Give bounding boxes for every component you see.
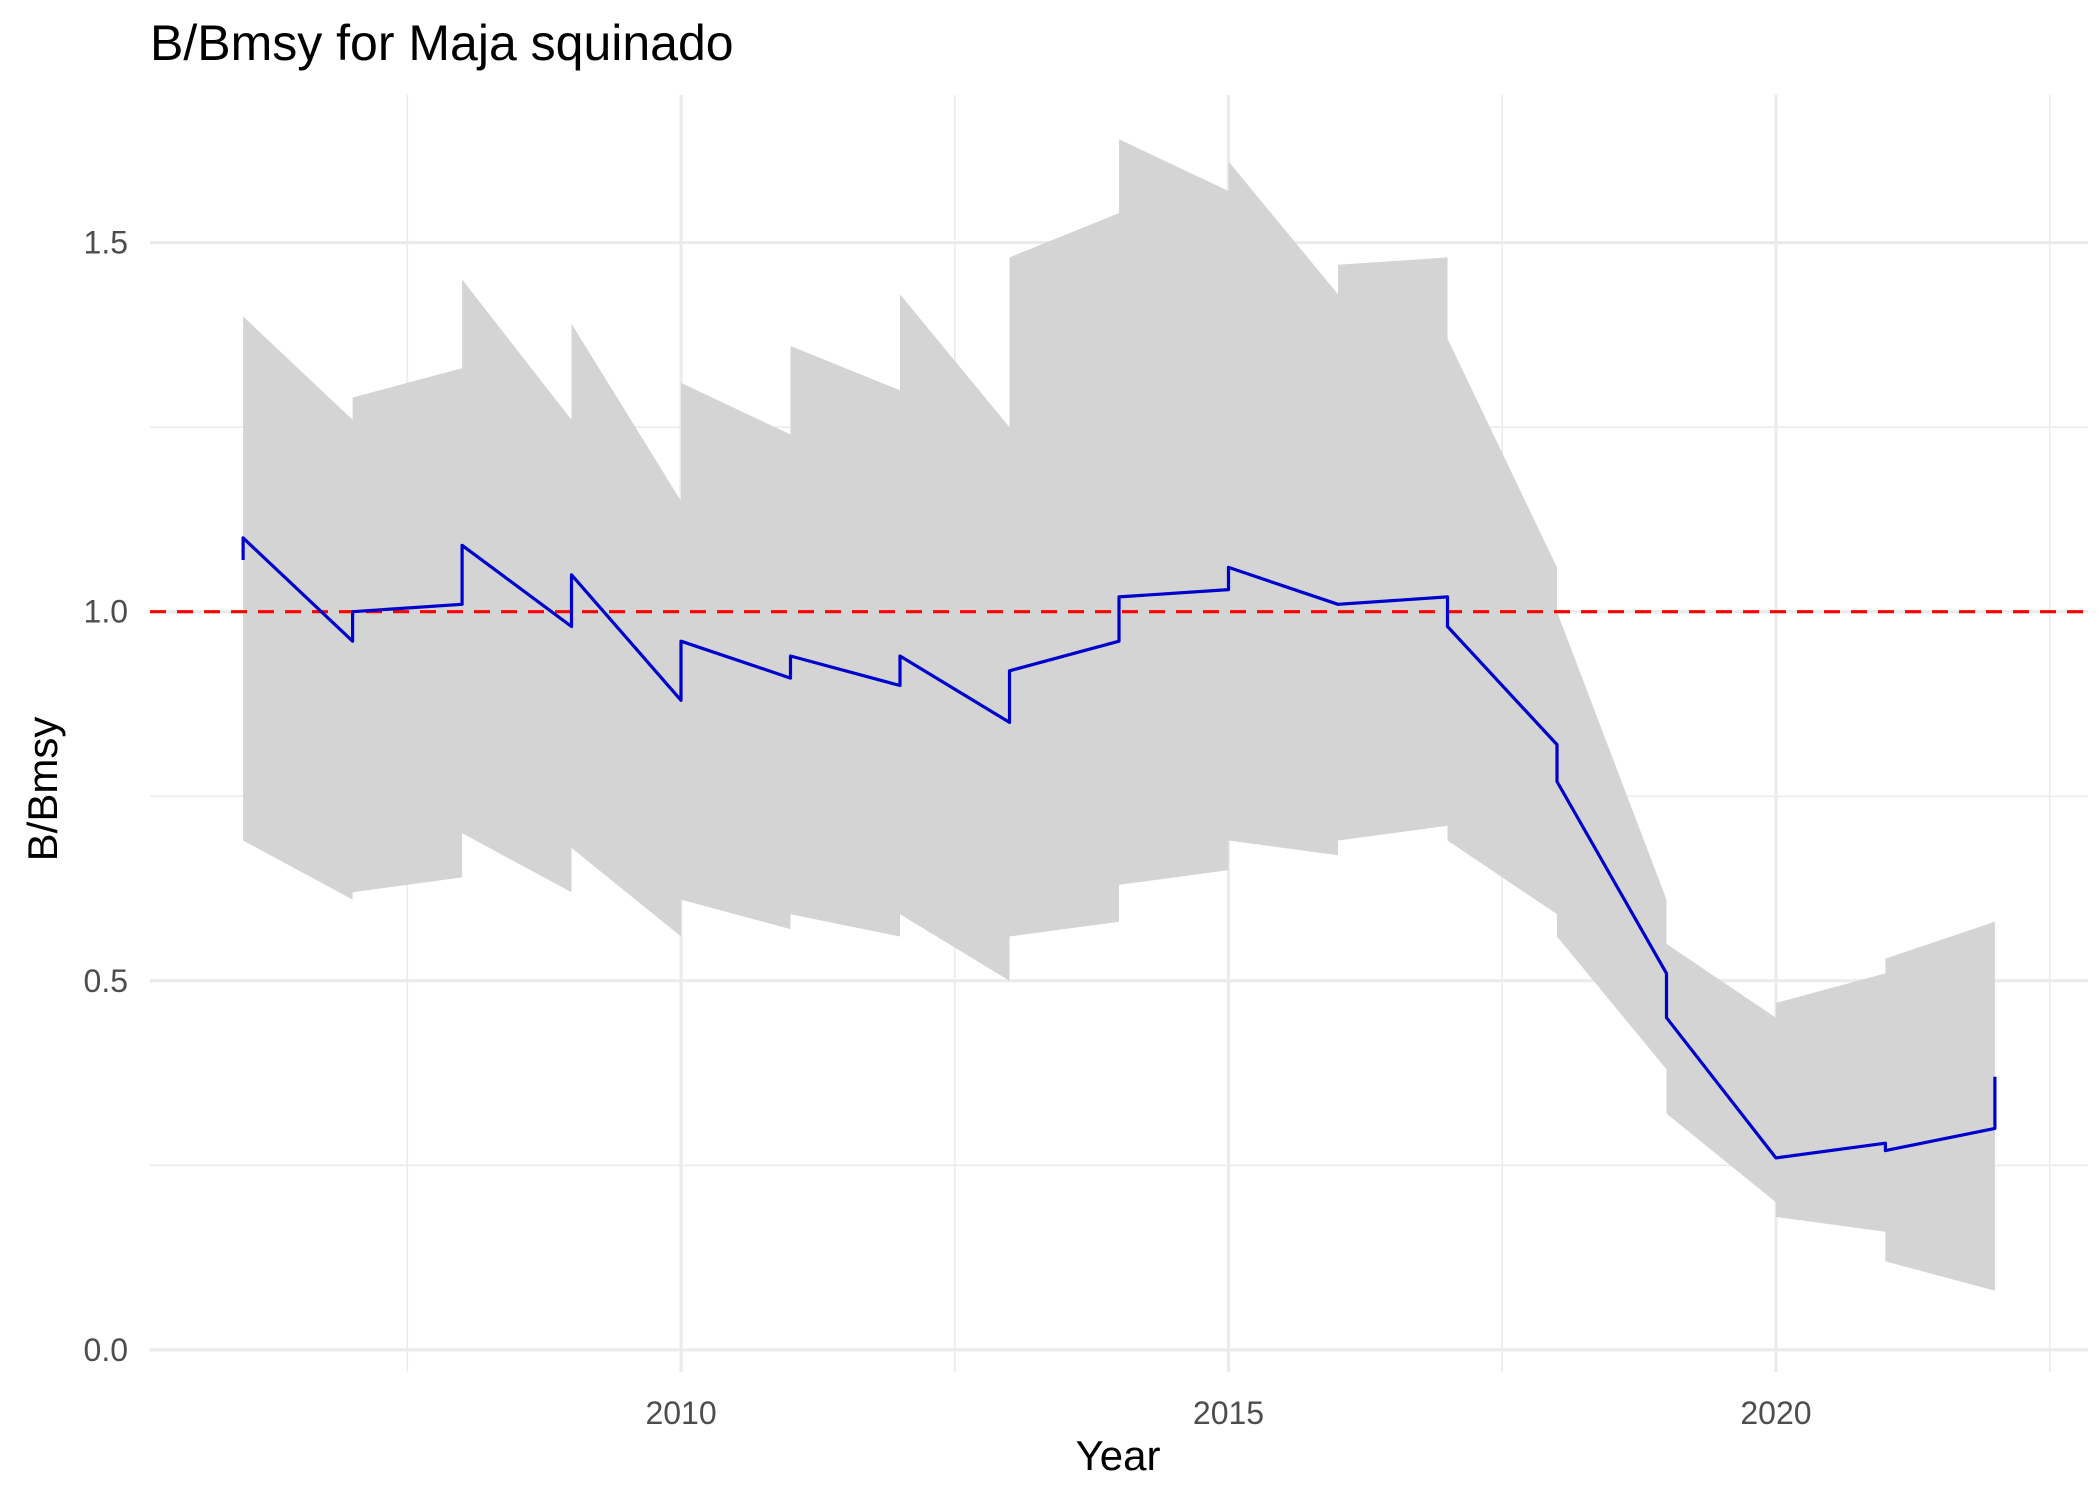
confidence-band xyxy=(243,139,1995,1291)
y-tick-label: 0.0 xyxy=(84,1332,128,1368)
x-tick-labels: 2010 2015 2020 xyxy=(645,1395,1811,1431)
y-axis-title: B/Bmsy xyxy=(19,717,66,862)
y-tick-label: 0.5 xyxy=(84,963,128,999)
series-line-layer xyxy=(241,536,1997,1160)
x-axis-title: Year xyxy=(1076,1432,1161,1479)
bbmsy-series-line xyxy=(241,536,1997,1160)
y-tick-label: 1.0 xyxy=(84,594,128,630)
y-tick-labels: 0.0 0.5 1.0 1.5 xyxy=(84,225,128,1368)
confidence-ribbon xyxy=(243,139,1995,1291)
y-tick-label: 1.5 xyxy=(84,225,128,261)
x-tick-label: 2020 xyxy=(1740,1395,1811,1431)
x-tick-label: 2010 xyxy=(645,1395,716,1431)
chart-title: B/Bmsy for Maja squinado xyxy=(150,15,734,71)
x-tick-label: 2015 xyxy=(1193,1395,1264,1431)
